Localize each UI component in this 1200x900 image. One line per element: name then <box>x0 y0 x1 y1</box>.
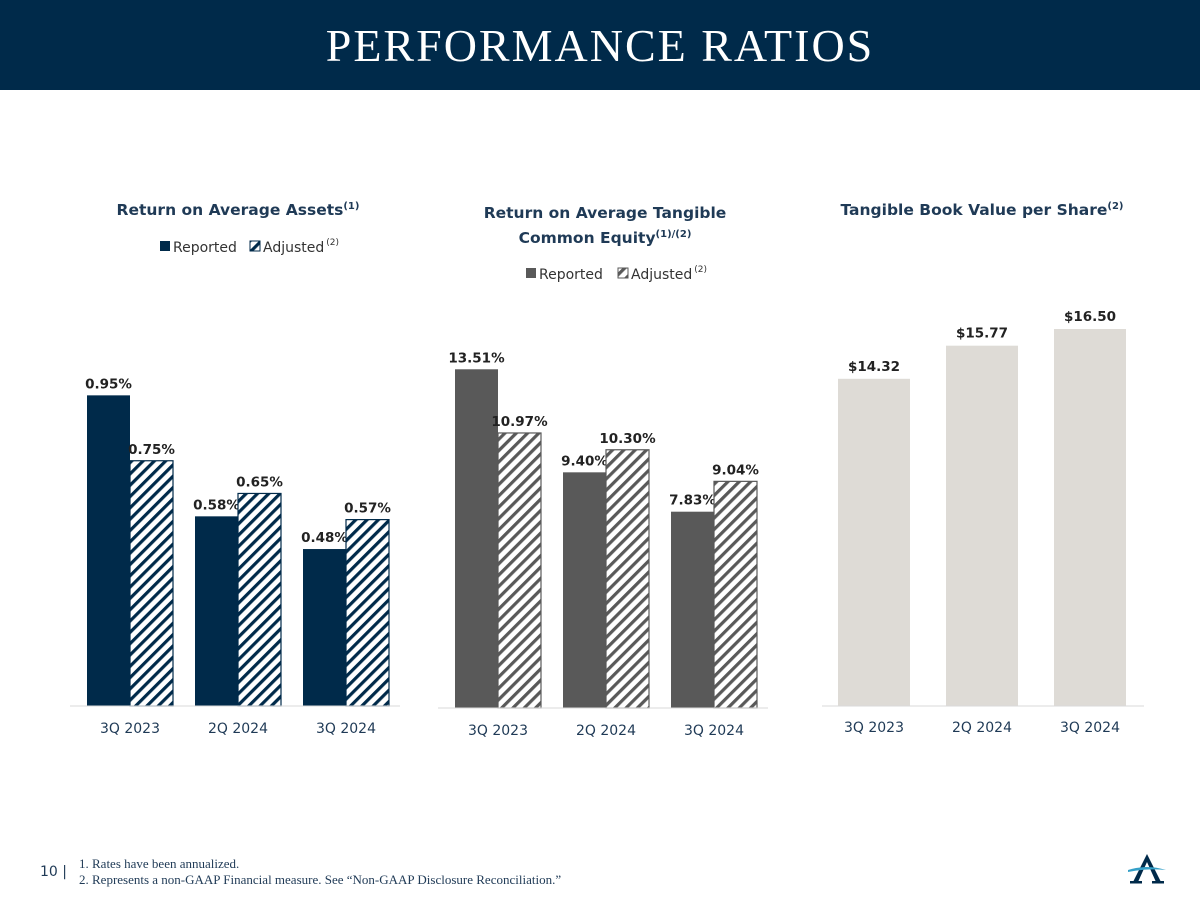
roaa-data-label-adjusted-2: 0.57% <box>344 501 391 517</box>
tbvps-x-ticks: 3Q 2023 2Q 2024 3Q 2024 <box>844 720 1120 736</box>
tbvps-bar-0 <box>838 378 910 706</box>
roaa-bar-adjusted-1 <box>237 492 282 707</box>
roaa-x-tick-2: 3Q 2024 <box>316 721 376 737</box>
rotce-bar-reported-1 <box>563 472 606 708</box>
tbvps-bar-2 <box>1054 329 1126 706</box>
tbvps-bars: $14.32 $15.77 $16.50 <box>838 309 1126 706</box>
tbvps-data-label-0: $14.32 <box>848 359 900 375</box>
rotce-data-label-adjusted-0: 10.97% <box>491 414 548 430</box>
rotce-data-label-reported-0: 13.51% <box>448 350 505 366</box>
tbvps-data-label-2: $16.50 <box>1064 309 1116 325</box>
rotce-data-label-adjusted-1: 10.30% <box>599 431 656 447</box>
tbvps-chart: Tangible Book Value per Share(2) $14.32 $… <box>822 0 1152 760</box>
page-title: PERFORMANCE RATIOS <box>325 19 875 71</box>
roaa-bar-reported-2 <box>303 549 346 706</box>
tbvps-title: Tangible Book Value per Share(2) <box>840 201 1123 219</box>
rotce-bar-adjusted-0 <box>497 432 542 709</box>
page-number: 10 | <box>40 864 67 880</box>
roaa-data-label-reported-0: 0.95% <box>85 376 132 392</box>
rotce-title-line1: Return on Average Tangible <box>484 204 727 222</box>
rotce-bar-reported-2 <box>671 511 714 708</box>
roaa-x-tick-0: 3Q 2023 <box>100 721 160 737</box>
rotce-data-label-adjusted-2: 9.04% <box>712 462 759 478</box>
roaa-bar-reported-1 <box>195 516 238 706</box>
footnotes: 1. Rates have been annualized. 2. Repres… <box>79 856 561 888</box>
roaa-bars: 0.95% 0.75% 0.58% 0.65% 0.48% 0.57% <box>85 376 391 707</box>
legend-label-adjusted: Adjusted (2) <box>263 238 339 256</box>
rotce-chart-svg: Return on Average Tangible Common Equity… <box>438 204 768 739</box>
roaa-bar-adjusted-0 <box>129 460 174 707</box>
roaa-legend: Reported Adjusted (2) <box>160 238 339 256</box>
rotce-x-tick-2: 3Q 2024 <box>684 723 744 739</box>
rotce-legend: Reported Adjusted (2) <box>526 265 707 283</box>
roaa-x-ticks: 3Q 2023 2Q 2024 3Q 2024 <box>100 721 376 737</box>
legend-label-adjusted: Adjusted (2) <box>631 265 707 283</box>
roaa-title: Return on Average Assets(1) <box>117 201 360 219</box>
tbvps-x-tick-2: 3Q 2024 <box>1060 720 1120 736</box>
rotce-x-ticks: 3Q 2023 2Q 2024 3Q 2024 <box>468 723 744 739</box>
legend-swatch-reported <box>526 268 536 278</box>
roaa-data-label-reported-1: 0.58% <box>193 497 240 513</box>
footer: 10 | 1. Rates have been annualized. 2. R… <box>0 852 1200 900</box>
header-banner: PERFORMANCE RATIOS <box>0 0 1200 90</box>
legend-swatch-reported <box>160 241 170 251</box>
rotce-bar-reported-0 <box>455 369 498 708</box>
roaa-chart-svg: Return on Average Assets(1) Reported Adj… <box>70 201 400 737</box>
tbvps-chart-svg: Tangible Book Value per Share(2) $14.32$… <box>822 201 1144 736</box>
rotce-x-tick-0: 3Q 2023 <box>468 723 528 739</box>
tbvps-bar-1 <box>946 345 1018 706</box>
roaa-data-label-adjusted-1: 0.65% <box>236 474 283 490</box>
roaa-data-label-reported-2: 0.48% <box>301 530 348 546</box>
tbvps-x-tick-1: 2Q 2024 <box>952 720 1012 736</box>
roaa-bar-reported-0 <box>87 395 130 706</box>
legend-label-reported: Reported <box>173 240 237 256</box>
legend-swatch-adjusted <box>617 267 629 279</box>
roaa-x-tick-1: 2Q 2024 <box>208 721 268 737</box>
tbvps-x-tick-0: 3Q 2023 <box>844 720 904 736</box>
rotce-x-tick-1: 2Q 2024 <box>576 723 636 739</box>
rotce-chart: Return on Average Tangible Common Equity… <box>438 0 778 760</box>
roaa-data-label-adjusted-0: 0.75% <box>128 442 175 458</box>
rotce-title-line2: Common Equity(1)/(2) <box>519 229 692 247</box>
legend-label-reported: Reported <box>539 267 603 283</box>
tbvps-data-label-1: $15.77 <box>956 326 1008 342</box>
roaa-bar-adjusted-2 <box>345 519 390 707</box>
rotce-data-label-reported-1: 9.40% <box>561 453 608 469</box>
anchor-a-logo-icon <box>1128 854 1166 884</box>
legend-swatch-adjusted <box>249 240 261 252</box>
rotce-bar-adjusted-2 <box>713 480 758 709</box>
rotce-data-label-reported-2: 7.83% <box>669 493 716 509</box>
rotce-bar-adjusted-1 <box>605 449 650 709</box>
footnote-2: 2. Represents a non-GAAP Financial measu… <box>79 872 562 887</box>
roaa-chart: Return on Average Assets(1) Reported Adj… <box>70 0 410 760</box>
rotce-bars: 13.51% 10.97% 9.40% 10.30% 7.83% 9.04% <box>448 350 759 709</box>
footnote-1: 1. Rates have been annualized. <box>79 856 240 871</box>
